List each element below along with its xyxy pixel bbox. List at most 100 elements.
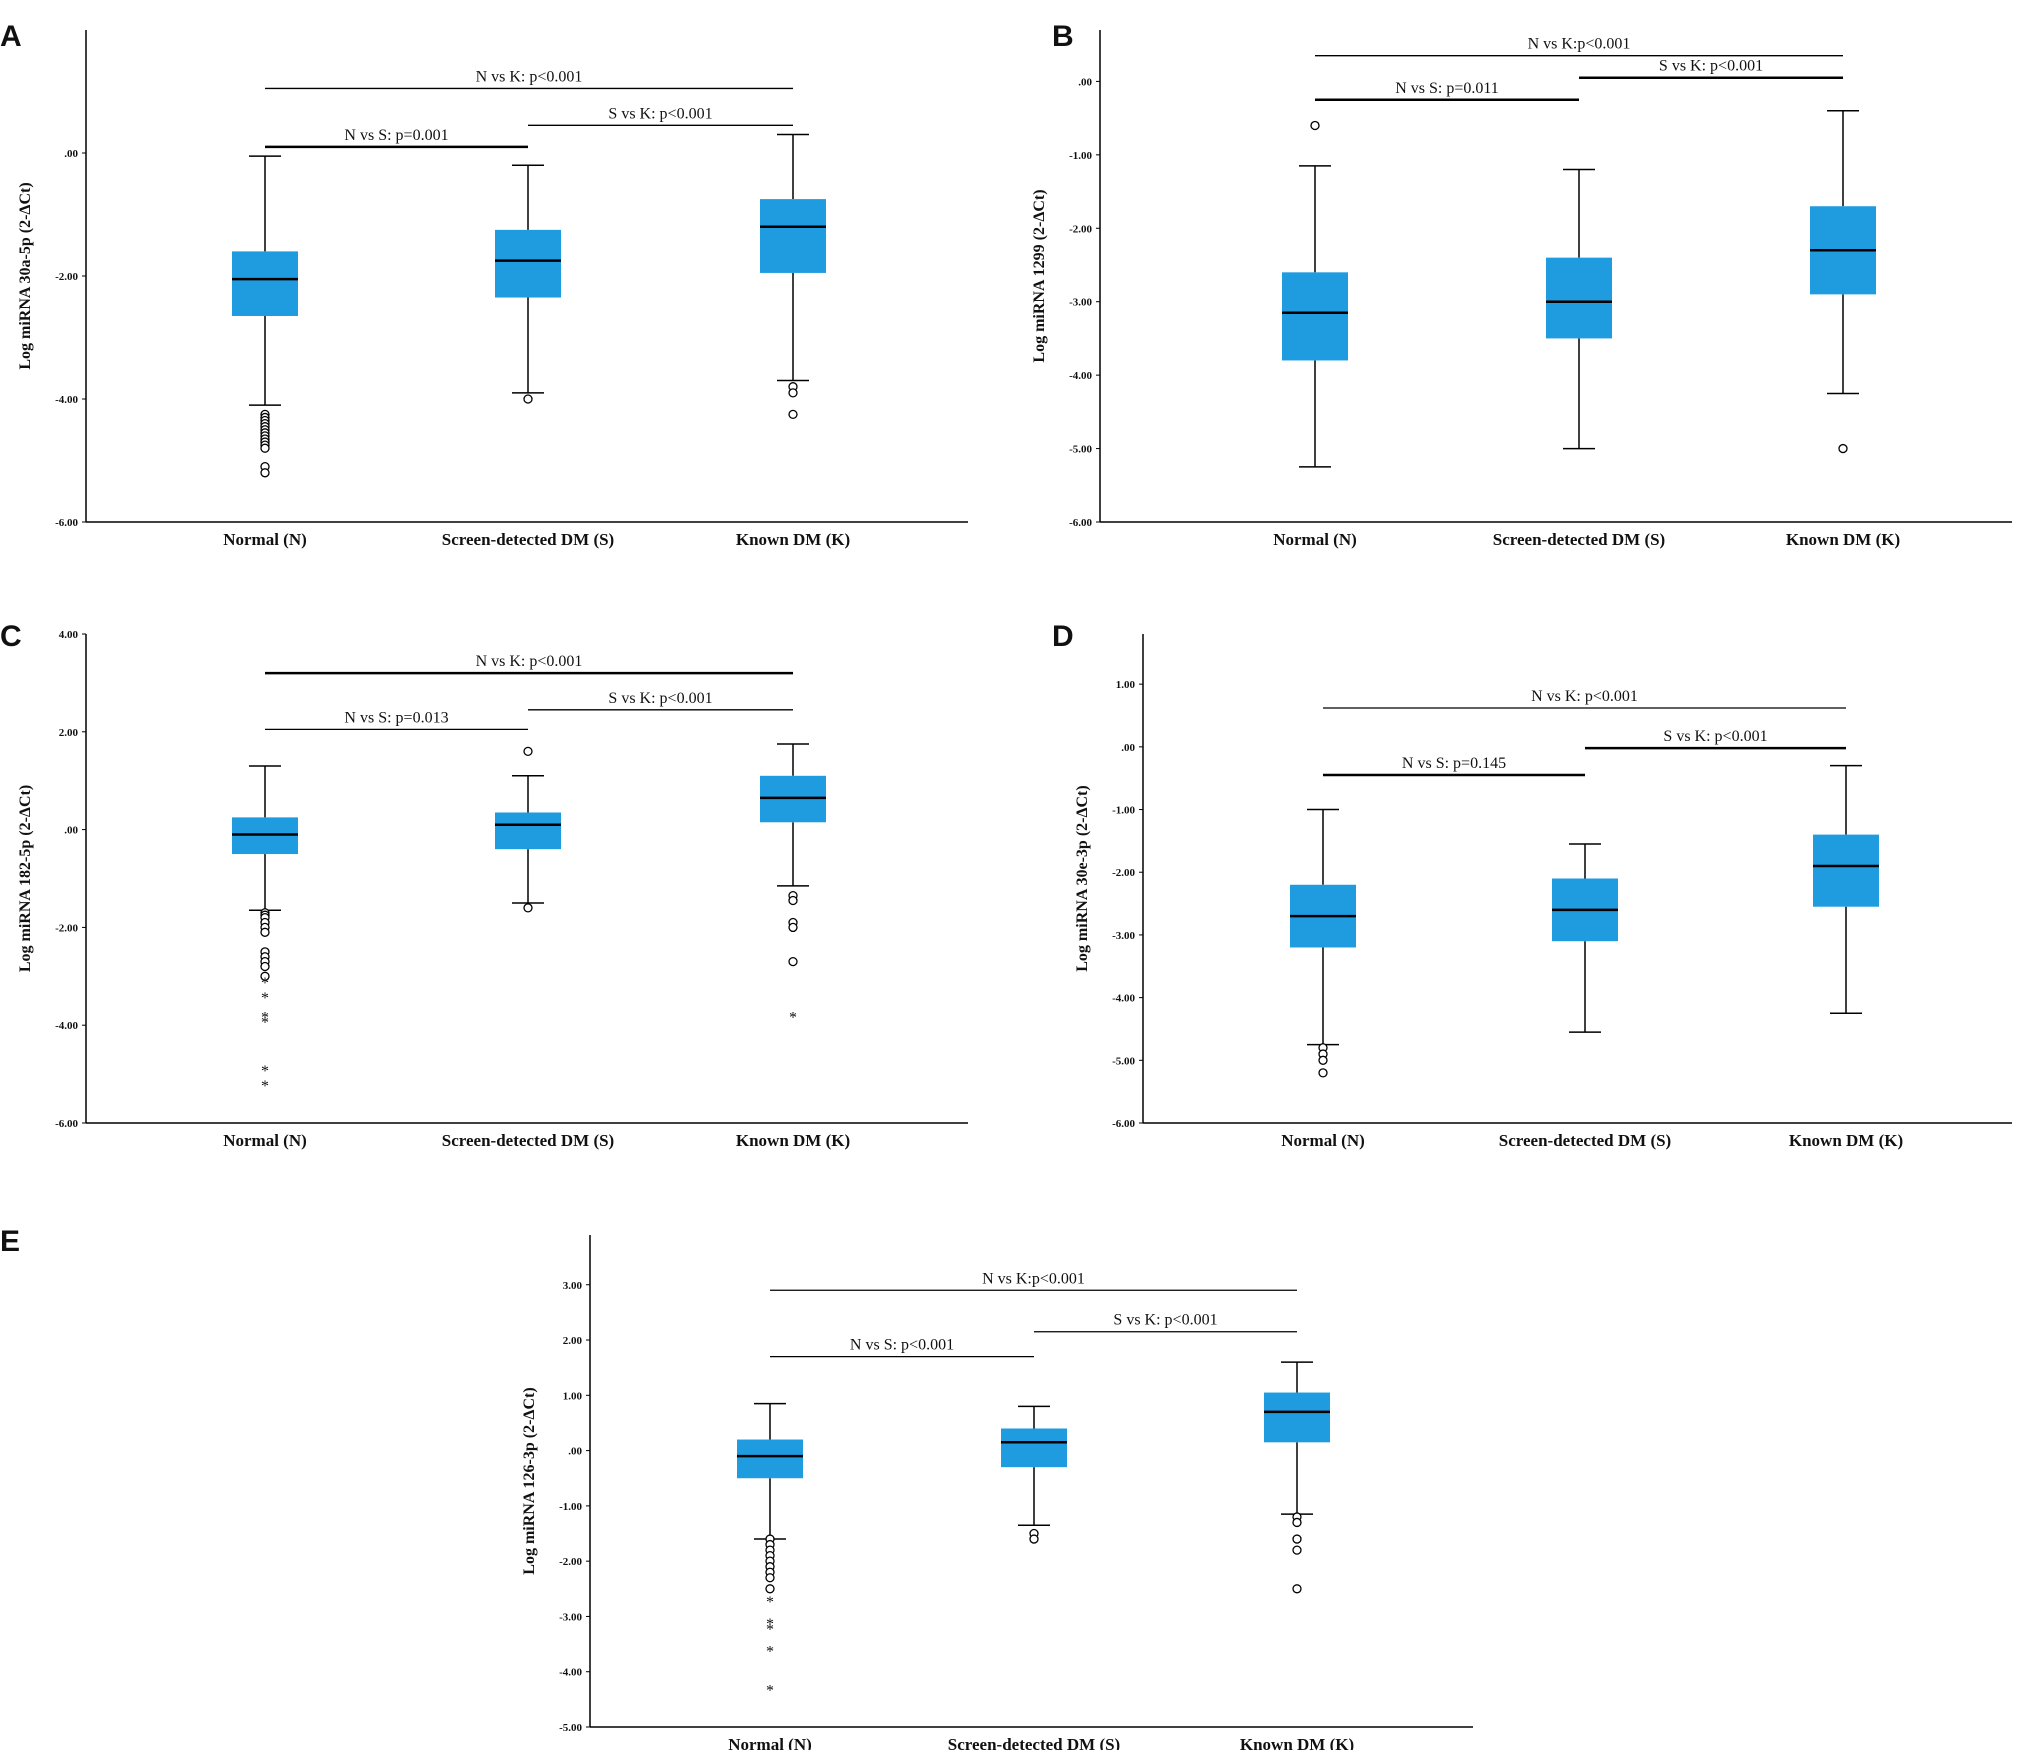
comparison-label: S vs K: p<0.001: [1659, 58, 1763, 75]
box-3: [1810, 110, 1876, 454]
x-tick-label: Known DM (K): [736, 530, 850, 549]
outlier-point: [1318, 1068, 1328, 1078]
y-tick-label: -5.00: [1069, 444, 1092, 456]
outlier-point: [788, 922, 798, 933]
outlier-point: [1292, 1517, 1302, 1528]
y-tick-label: -6.00: [1112, 1118, 1135, 1130]
y-tick-label: -2.00: [1112, 867, 1135, 879]
y-tick-label: -4.00: [559, 1667, 582, 1679]
y-tick-label: 1.00: [1116, 679, 1136, 691]
outlier-point: [260, 468, 270, 478]
y-tick-label: -4.00: [1069, 370, 1092, 382]
extreme-point: *: [766, 1616, 774, 1633]
comparison-label: N vs K:p<0.001: [982, 1270, 1085, 1287]
comparison-label: N vs K: p<0.001: [1531, 688, 1638, 705]
y-tick-label: -6.00: [55, 1118, 78, 1130]
y-tick-label: .00: [1078, 76, 1092, 88]
panel-e: E 3.00 2.00 1.00 .00 -1.00 -2.00 -3.00 -4.00 -5.0…: [0, 1225, 1473, 1750]
y-tick-label: -1.00: [559, 1501, 582, 1513]
y-tick-label: -2.00: [55, 922, 78, 934]
panel-letter: A: [0, 20, 22, 53]
extreme-point: *: [261, 1063, 269, 1080]
y-tick-label: 3.00: [563, 1280, 583, 1292]
box-1: [1282, 120, 1348, 468]
box-2: [1001, 1405, 1067, 1544]
x-tick-label: Normal (N): [1273, 530, 1357, 549]
box-2: [495, 164, 561, 404]
panel-b: B .00 -1.00 -2.00 -3.00 -4.00 -5.00 -6.00 Log mi…: [1031, 20, 2012, 549]
extreme-point: *: [261, 1078, 269, 1095]
iqr-box: [495, 812, 561, 850]
box-1: ******: [232, 765, 298, 1095]
panel-letter: C: [0, 620, 22, 653]
iqr-box: [1001, 1428, 1067, 1468]
box-3: [1264, 1361, 1330, 1594]
extreme-point: *: [789, 1009, 797, 1026]
outlier-point: [765, 1573, 775, 1583]
extreme-point: *: [766, 1644, 774, 1661]
iqr-box: [1546, 257, 1612, 339]
outlier-point: [260, 971, 270, 981]
x-tick-label: Known DM (K): [1789, 1131, 1903, 1150]
comparison-label: N vs S: p<0.001: [850, 1337, 954, 1354]
y-tick-label: -2.00: [1069, 223, 1092, 235]
iqr-box: [495, 229, 561, 298]
iqr-box: [1282, 272, 1348, 361]
comparison-label: S vs K: p<0.001: [1113, 1312, 1217, 1329]
outlier-point: [1292, 1545, 1302, 1555]
extreme-point: *: [766, 1682, 774, 1699]
y-axis-label: Log miRNA 126-3p (2-ΔCt): [521, 1387, 538, 1574]
extreme-point: *: [766, 1594, 774, 1611]
y-tick-label: -4.00: [55, 394, 78, 406]
x-tick-label: Screen-detected DM (S): [1499, 1131, 1671, 1150]
comparison-label: N vs K: p<0.001: [476, 68, 583, 85]
outlier-point: [1838, 443, 1848, 454]
outlier-point: [788, 956, 798, 967]
box-3: *: [760, 743, 826, 1026]
extreme-point: *: [261, 990, 269, 1007]
comparison-label: N vs S: p=0.001: [344, 127, 448, 144]
y-tick-label: -5.00: [559, 1722, 582, 1734]
y-tick-label: -3.00: [1069, 297, 1092, 309]
y-axis-label: Log miRNA 30a-5p (2-ΔCt): [17, 182, 34, 369]
y-tick-label: .00: [64, 148, 78, 160]
iqr-box: [232, 251, 298, 316]
outlier-point: [1318, 1055, 1328, 1065]
outlier-point: [523, 746, 533, 757]
outlier-point: [260, 927, 270, 937]
y-tick-label: -2.00: [55, 271, 78, 283]
x-tick-label: Normal (N): [223, 530, 307, 549]
panel-c: C 4.00 2.00 .00 -2.00 -4.00 -6.00 Log miRNA 182…: [0, 620, 968, 1150]
iqr-box: [1264, 1392, 1330, 1443]
comparison-label: S vs K: p<0.001: [1663, 728, 1767, 745]
x-tick-label: Known DM (K): [736, 1131, 850, 1150]
extreme-point: *: [261, 1009, 269, 1026]
comparison-label: N vs S: p=0.145: [1402, 755, 1506, 772]
extreme-point: *: [261, 1014, 269, 1031]
y-tick-label: -5.00: [1112, 1055, 1135, 1067]
panel-letter: B: [1052, 20, 1074, 53]
iqr-box: [760, 199, 826, 273]
y-tick-label: .00: [64, 825, 78, 837]
panel-d: D 1.00 .00 -1.00 -2.00 -3.00 -4.00 -5.00 -6.00 Lo…: [1052, 620, 2012, 1150]
y-axis-label: Log miRNA 1299 (2-ΔCt): [1031, 189, 1048, 362]
box-1: *****: [737, 1402, 803, 1699]
box-1: [1290, 808, 1356, 1078]
box-2: [1552, 843, 1618, 1033]
x-tick-label: Screen-detected DM (S): [442, 1131, 614, 1150]
y-tick-label: .00: [1121, 742, 1135, 754]
outlier-point: [1292, 1534, 1302, 1544]
outlier-point: [1029, 1534, 1039, 1544]
outlier-point: [788, 895, 798, 906]
y-tick-label: -1.00: [1069, 150, 1092, 162]
box-2: [1546, 168, 1612, 450]
panel-letter: E: [0, 1225, 20, 1258]
y-tick-label: 1.00: [563, 1390, 583, 1402]
y-tick-label: -6.00: [55, 517, 78, 529]
y-axis-label: Log miRNA 30e-3p (2-ΔCt): [1074, 785, 1091, 971]
outlier-point: [788, 409, 798, 420]
x-tick-label: Known DM (K): [1240, 1735, 1354, 1750]
comparison-label: S vs K: p<0.001: [608, 105, 712, 122]
outlier-point: [523, 394, 533, 404]
